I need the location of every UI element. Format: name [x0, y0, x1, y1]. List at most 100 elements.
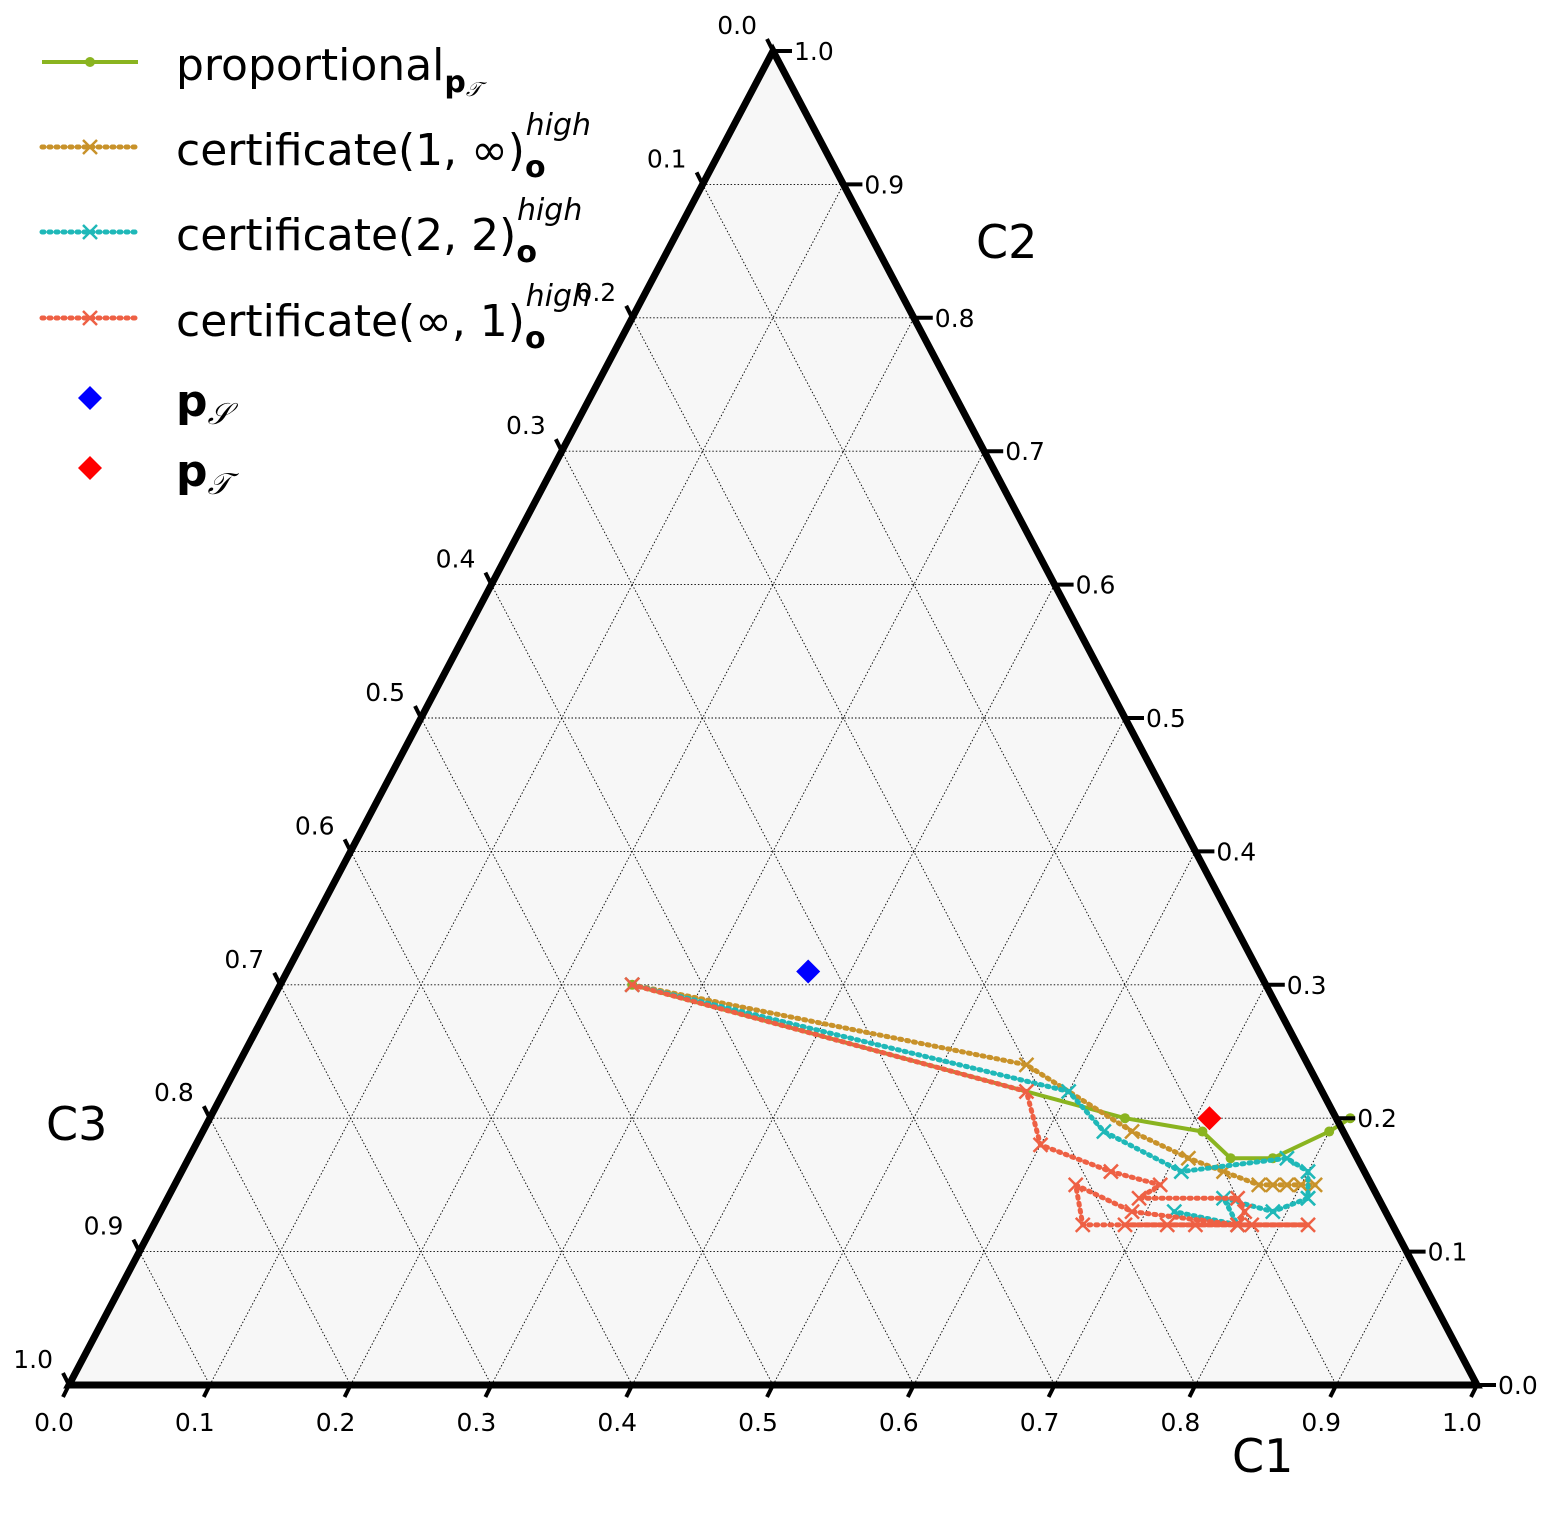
- legend-swatch-marker: [82, 139, 98, 155]
- legend: proportionalp𝒯 certificate(1, ∞)ohigh cert…: [39, 40, 591, 502]
- c3-tick-label: 0.3: [506, 411, 546, 440]
- grid-line: [913, 851, 1196, 1386]
- series-layer: [624, 959, 1356, 1233]
- data-point: [1159, 1217, 1176, 1233]
- c3-tick: [342, 838, 353, 853]
- c3-tick-label: 1.0: [13, 1345, 53, 1374]
- c2-tick-label: 0.6: [1076, 571, 1116, 600]
- c2-tick-label: 0.0: [1498, 1371, 1538, 1400]
- data-point: [1279, 1177, 1295, 1193]
- data-point: [1264, 1203, 1281, 1220]
- c1-tick-label: 0.2: [316, 1408, 356, 1437]
- data-point: [1250, 1177, 1267, 1193]
- c1-tick-label: 0.8: [1161, 1408, 1201, 1437]
- plot-background: [69, 51, 1477, 1385]
- legend-label: p𝒯: [176, 446, 240, 502]
- c1-tick: [1469, 1384, 1479, 1398]
- data-point: [1236, 1203, 1253, 1220]
- data-point: [1229, 1190, 1246, 1207]
- c1-tick-label: 0.3: [457, 1408, 497, 1437]
- data-point: [1197, 1126, 1208, 1137]
- data-point: [1018, 1083, 1035, 1100]
- c2-tick-label: 0.7: [1005, 437, 1045, 466]
- c2-tick-label: 0.5: [1146, 704, 1186, 733]
- legend-entry-certinf1: certificate(∞, 1)ohigh: [39, 279, 591, 356]
- data-point: [1103, 1163, 1119, 1180]
- c1-tick: [61, 1384, 71, 1398]
- data-point: [624, 976, 641, 993]
- series-line: [629, 982, 1311, 1228]
- c1-tick: [765, 1384, 775, 1398]
- grid-line: [1335, 1251, 1407, 1386]
- c1-tick-label: 0.1: [175, 1408, 215, 1437]
- c1-tick: [906, 1384, 916, 1398]
- data-point: [1095, 1123, 1112, 1140]
- c1-tick-label: 1.0: [1442, 1408, 1482, 1437]
- legend-entry-pS: p𝒮: [78, 376, 239, 432]
- legend-label: certificate(1, ∞)ohigh: [176, 108, 591, 185]
- grid-line: [209, 184, 844, 1386]
- data-point: [1067, 1177, 1084, 1193]
- c1-tick-label: 0.0: [34, 1408, 74, 1437]
- c3-tick: [554, 438, 564, 453]
- grid-lines: [139, 183, 1407, 1386]
- data-point: [1131, 1190, 1147, 1207]
- c1-tick-label: 0.4: [597, 1408, 637, 1437]
- c3-tick: [413, 705, 423, 719]
- data-point: [1120, 1113, 1130, 1124]
- c1-tick: [1187, 1384, 1198, 1398]
- data-point: [1324, 1126, 1335, 1137]
- grid-line: [350, 851, 633, 1386]
- c2-tick-label: 0.1: [1428, 1238, 1468, 1267]
- data-point: [1074, 1217, 1091, 1233]
- axis-label-c3: C3: [46, 1097, 107, 1151]
- c1-tick-label: 0.5: [738, 1408, 778, 1437]
- c2-tick-label: 0.4: [1216, 837, 1256, 866]
- legend-entry-cert1inf: certificate(1, ∞)ohigh: [39, 108, 591, 185]
- c1-tick: [342, 1384, 353, 1398]
- data-point: [1229, 1217, 1246, 1233]
- series-certificate-1-: [624, 976, 1316, 1233]
- legend-entry-cert22: certificate(2, 2)ohigh: [39, 193, 582, 270]
- data-point: [1180, 1150, 1197, 1167]
- c1-tick: [483, 1384, 494, 1398]
- c3-tick-label: 0.4: [436, 545, 476, 574]
- legend-swatch-marker: [78, 386, 102, 410]
- legend-entry-pT: p𝒯: [78, 446, 240, 502]
- axis-label-c2: C2: [976, 215, 1037, 269]
- c3-tick: [694, 171, 705, 186]
- c3-tick: [61, 1372, 71, 1386]
- data-point: [1264, 1177, 1281, 1193]
- data-point: [1243, 1217, 1260, 1233]
- c3-tick: [131, 1238, 142, 1253]
- c3-tick-label: 0.1: [647, 144, 687, 173]
- data-point: [1300, 1163, 1316, 1180]
- data-point: [796, 959, 821, 984]
- data-point: [1197, 1106, 1222, 1131]
- data-point: [1187, 1217, 1204, 1233]
- legend-label: certificate(∞, 1)ohigh: [176, 279, 591, 356]
- c1-tick: [202, 1384, 212, 1398]
- c1-tick-label: 0.6: [879, 1408, 919, 1437]
- grid-line: [491, 450, 985, 1386]
- data-point: [1124, 1123, 1140, 1140]
- series-certificate-1-: [624, 976, 1323, 1193]
- data-point: [1225, 1153, 1236, 1164]
- c2-tick-label: 0.3: [1287, 971, 1327, 1000]
- axis-label-c1: C1: [1232, 1429, 1293, 1483]
- c1-tick-label: 0.7: [1020, 1408, 1060, 1437]
- data-point: [1300, 1190, 1316, 1207]
- c1-tick: [1046, 1384, 1057, 1398]
- data-point: [1018, 1056, 1035, 1073]
- c3-tick: [272, 971, 282, 986]
- c3-tick-label: 0.7: [224, 945, 264, 974]
- grid-line: [139, 1251, 211, 1386]
- series-line: [629, 982, 1318, 1188]
- c2-tick-label: 0.9: [864, 170, 904, 199]
- c2-tick-label: 0.8: [935, 304, 975, 333]
- c3-tick-label: 0.9: [84, 1212, 124, 1241]
- data-point: [1300, 1217, 1316, 1233]
- c3-tick: [624, 304, 634, 319]
- data-point: [1124, 1203, 1140, 1220]
- legend-label: certificate(2, 2)ohigh: [176, 193, 582, 270]
